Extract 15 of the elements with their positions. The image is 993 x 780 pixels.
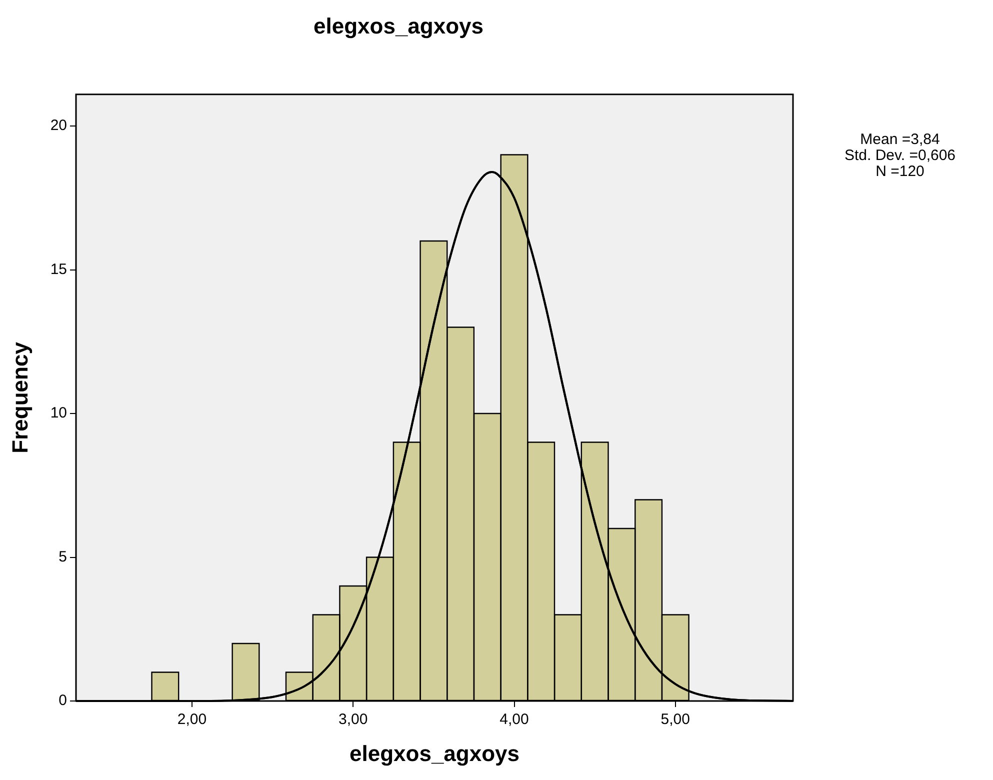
x-tick-label: 2,00 xyxy=(177,711,207,728)
chart-title: elegxos_agxoys xyxy=(314,13,484,38)
x-axis-title: elegxos_agxoys xyxy=(350,740,520,766)
y-tick-label: 10 xyxy=(50,404,67,422)
y-tick-label: 15 xyxy=(50,260,67,278)
y-axis-title: Frequency xyxy=(7,341,32,454)
text: N =120 xyxy=(874,163,926,180)
x-tick-label: 3,00 xyxy=(338,711,368,728)
x-tick-label: 4,00 xyxy=(500,711,529,728)
y-tick-label: 5 xyxy=(58,548,67,566)
y-tick-label: 0 xyxy=(58,692,67,710)
y-tick-label: 20 xyxy=(50,117,67,134)
text: Mean =3,84 xyxy=(859,131,941,148)
x-tick-label: 5,00 xyxy=(660,711,690,728)
text: Std. Dev. =0,606 xyxy=(843,147,957,164)
